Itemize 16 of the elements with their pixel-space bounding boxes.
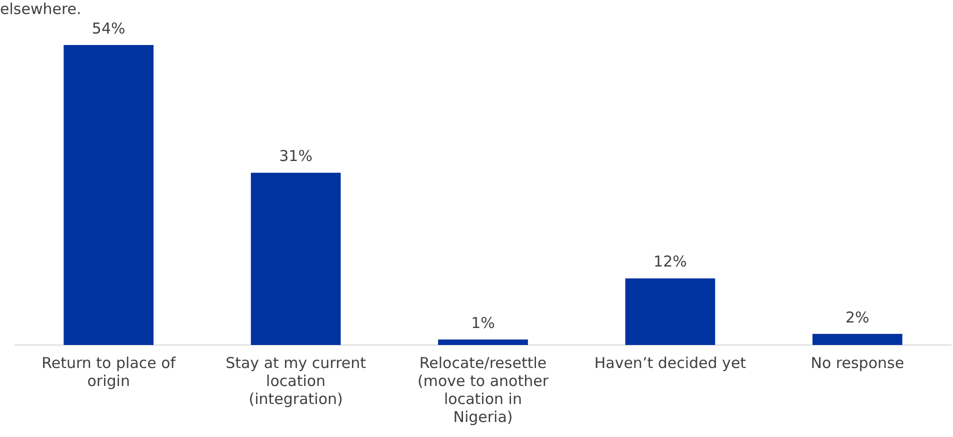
bar <box>812 334 902 345</box>
data-label: 2% <box>846 308 870 326</box>
chart-title: elsewhere. <box>0 0 82 18</box>
data-label: 31% <box>279 147 312 166</box>
x-tick-label: Stay at my current location (integration) <box>226 354 366 408</box>
bar <box>64 45 154 345</box>
x-tick-label: Return to place of origin <box>42 354 176 390</box>
x-tick-label: No response <box>810 354 904 372</box>
bar <box>625 278 716 345</box>
x-tick-label: Relocate/resettle (move to another location in Nigeria) <box>417 354 550 426</box>
bar <box>438 339 528 345</box>
data-label: 54% <box>92 19 126 38</box>
bar <box>250 172 341 345</box>
x-tick-label: Haven’t decided yet <box>594 354 746 372</box>
data-label: 12% <box>654 252 687 271</box>
data-label: 1% <box>471 314 495 332</box>
